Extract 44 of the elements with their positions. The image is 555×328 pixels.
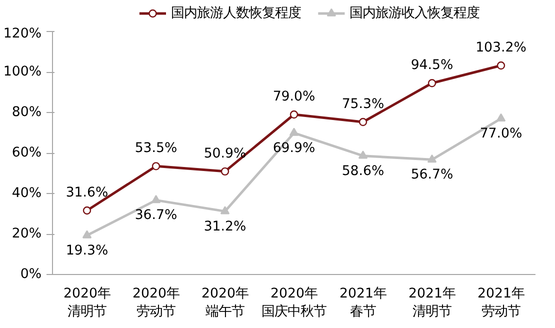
data-label: 19.3%: [66, 243, 108, 258]
point: [496, 61, 506, 70]
point: [220, 206, 230, 214]
point: [220, 167, 230, 176]
point: [82, 230, 92, 238]
y-tick-label: 80%: [12, 105, 42, 120]
data-label: 56.7%: [410, 168, 454, 183]
data-label: 77.0%: [480, 126, 522, 142]
data-label: 94.5%: [410, 58, 454, 74]
y-tick-label: 20%: [12, 226, 42, 242]
point: [290, 110, 298, 119]
data-label: 36.7%: [134, 208, 178, 224]
data-label: 53.5%: [134, 141, 178, 156]
data-label: 79.0%: [272, 90, 316, 105]
data-label: 31.2%: [204, 219, 246, 234]
x-tick-label: 2021年春节: [340, 286, 386, 320]
y-tick-label: 120%: [3, 26, 42, 42]
legend-label: 国内旅游人数恢复程度: [170, 5, 301, 21]
x-tick-label: 2021年劳动节: [478, 286, 524, 320]
data-label: 31.6%: [66, 186, 108, 201]
data-label: 50.9%: [204, 146, 246, 162]
point: [82, 206, 92, 215]
point: [427, 154, 437, 163]
legend-label: 国内旅游收入恢复程度: [350, 5, 480, 21]
x-tick-label: 2020年端午节: [202, 286, 248, 320]
point: [289, 128, 299, 136]
point: [358, 150, 368, 159]
data-label: 103.2%: [476, 40, 526, 56]
point: [428, 79, 436, 88]
x-tick-label: 2020年国庆中秋节: [262, 286, 326, 320]
y-tick-label: 0%: [20, 267, 42, 282]
point: [358, 118, 368, 126]
y-tick-label: 40%: [12, 186, 42, 201]
point: [151, 194, 161, 204]
x-tick-label: 2020年清明节: [64, 286, 110, 320]
x-tick-label: 2021年清明节: [408, 286, 456, 320]
point: [152, 162, 160, 170]
data-label: 69.9%: [272, 140, 316, 156]
data-label: 58.6%: [342, 164, 384, 179]
x-tick-label: 2020年劳动节: [132, 286, 180, 320]
point: [496, 113, 506, 122]
y-tick-label: 60%: [12, 146, 42, 160]
data-label: 75.3%: [342, 97, 384, 112]
y-tick-label: 100%: [3, 64, 42, 80]
